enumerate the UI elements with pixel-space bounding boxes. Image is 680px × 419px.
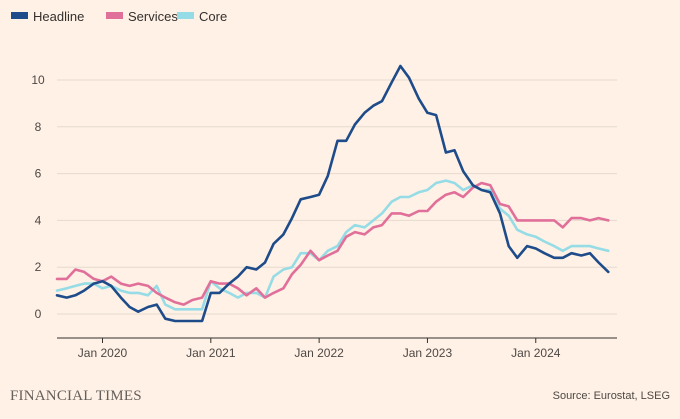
x-tick-label: Jan 2024 — [511, 346, 561, 360]
legend-label-services: Services — [128, 9, 178, 24]
y-tick-label: 6 — [35, 167, 42, 181]
x-axis: Jan 2020 Jan 2021 Jan 2022 Jan 2023 Jan 2024 — [57, 337, 617, 360]
series-line-services — [55, 181, 610, 306]
series-lines — [55, 64, 610, 323]
y-tick-label: 4 — [35, 213, 42, 227]
x-tick-label: Jan 2022 — [294, 346, 344, 360]
y-tick-label: 10 — [31, 73, 45, 87]
legend-label-core: Core — [199, 9, 227, 24]
ft-logo: FINANCIAL TIMES — [10, 388, 142, 404]
legend-swatch-core — [177, 12, 194, 19]
series-line-headline — [55, 64, 610, 323]
x-tick-label: Jan 2020 — [78, 346, 128, 360]
legend-swatch-headline — [11, 12, 28, 19]
y-tick-label: 2 — [35, 260, 42, 274]
legend-swatch-services — [106, 12, 123, 19]
source-note: Source: Eurostat, LSEG — [553, 390, 670, 402]
y-tick-label: 8 — [35, 120, 42, 134]
legend-label-headline: Headline — [33, 9, 84, 24]
series-line-core — [55, 179, 610, 311]
x-tick-label: Jan 2023 — [403, 346, 453, 360]
y-axis: 0 2 4 6 8 10 — [31, 73, 45, 321]
gridlines — [57, 79, 617, 315]
y-tick-label: 0 — [35, 307, 42, 321]
legend: Headline Services Core — [11, 9, 227, 24]
x-tick-label: Jan 2021 — [186, 346, 236, 360]
